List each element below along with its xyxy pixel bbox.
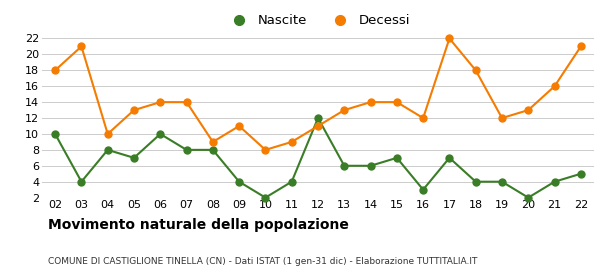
Decessi [262,148,269,151]
Decessi [551,85,558,88]
Nascite [314,116,322,120]
Text: COMUNE DI CASTIGLIONE TINELLA (CN) - Dati ISTAT (1 gen-31 dic) - Elaborazione TU: COMUNE DI CASTIGLIONE TINELLA (CN) - Dat… [47,257,477,266]
Nascite [446,156,453,160]
Line: Nascite: Nascite [52,115,584,201]
Decessi [393,101,400,104]
Nascite [367,164,374,167]
Nascite [393,156,400,160]
Nascite [419,188,427,191]
Decessi [577,45,584,48]
Nascite [157,132,164,136]
Nascite [183,148,190,151]
Nascite [288,180,295,183]
Nascite [236,180,243,183]
Nascite [499,180,506,183]
Decessi [367,101,374,104]
Decessi [499,116,506,120]
Decessi [446,37,453,40]
Decessi [52,69,59,72]
Nascite [52,132,59,136]
Decessi [314,124,322,128]
Text: Movimento naturale della popolazione: Movimento naturale della popolazione [47,218,349,232]
Decessi [288,140,295,144]
Decessi [419,116,427,120]
Nascite [262,196,269,199]
Nascite [472,180,479,183]
Decessi [209,140,217,144]
Nascite [209,148,217,151]
Nascite [341,164,348,167]
Nascite [104,148,112,151]
Decessi [78,45,85,48]
Legend: Nascite, Decessi: Nascite, Decessi [226,14,410,27]
Decessi [183,101,190,104]
Decessi [341,108,348,112]
Nascite [78,180,85,183]
Decessi [157,101,164,104]
Decessi [104,132,112,136]
Line: Decessi: Decessi [52,35,584,153]
Nascite [577,172,584,176]
Decessi [472,69,479,72]
Decessi [130,108,137,112]
Nascite [524,196,532,199]
Nascite [130,156,137,160]
Decessi [236,124,243,128]
Decessi [524,108,532,112]
Nascite [551,180,558,183]
